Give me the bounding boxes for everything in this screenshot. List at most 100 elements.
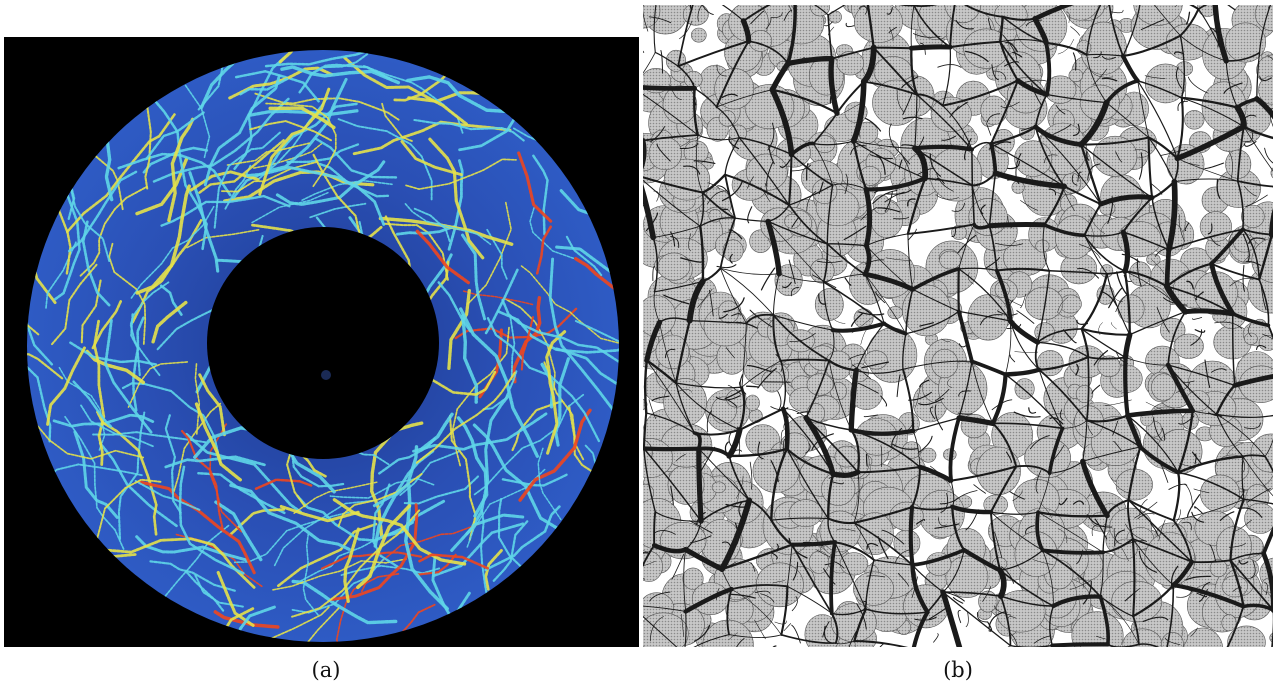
contact-force-line: [773, 543, 779, 553]
force-chain: [417, 553, 457, 576]
contact-force-line: [1049, 460, 1084, 474]
contact-force-line: [770, 517, 829, 521]
contact-force-line: [990, 79, 1019, 145]
contact-force-line: [643, 50, 645, 53]
contact-force-line: [790, 286, 800, 297]
contact-force-line: [834, 320, 846, 324]
contact-force-line: [869, 154, 893, 159]
force-chain: [80, 404, 154, 448]
contact-force-line: [1179, 463, 1198, 467]
contact-force-line: [912, 417, 960, 432]
grain: [872, 194, 891, 215]
grain: [711, 481, 726, 494]
contact-force-line: [958, 390, 971, 397]
contact-force-line: [1136, 258, 1142, 287]
contact-force-line: [1237, 507, 1263, 518]
contact-force-line: [780, 429, 784, 445]
contact-force-line: [853, 471, 860, 524]
contact-force-line: [853, 140, 916, 149]
contact-force-line: [738, 407, 785, 431]
grain: [819, 510, 861, 552]
contact-force-line: [1077, 171, 1082, 182]
contact-force-line: [1238, 559, 1249, 565]
contact-force-line: [1108, 287, 1123, 309]
contact-force-line: [750, 10, 765, 25]
contact-force-line: [707, 182, 720, 189]
contact-force-line: [719, 497, 753, 573]
contact-force-line: [917, 464, 954, 483]
contact-force-line: [1140, 19, 1165, 31]
contact-force-line: [1101, 55, 1116, 60]
contact-force-line: [1092, 68, 1108, 86]
contact-force-line: [1243, 141, 1257, 147]
contact-force-line: [1179, 8, 1200, 37]
grain: [690, 27, 707, 43]
contact-force-line: [1086, 53, 1124, 57]
contact-force-line: [700, 446, 716, 472]
contact-force-line: [1191, 451, 1202, 464]
contact-force-line: [1093, 350, 1109, 366]
force-chain: [251, 191, 329, 224]
contact-force-line: [1167, 228, 1244, 251]
contact-force-line: [929, 406, 936, 420]
contact-force-line: [1080, 143, 1102, 206]
contact-force-line: [1182, 160, 1200, 166]
contact-force-line: [1007, 616, 1017, 622]
contact-force-line: [828, 329, 835, 362]
contact-force-line: [1177, 471, 1245, 501]
contact-force-line: [1094, 518, 1108, 540]
contact-force-line: [1044, 154, 1058, 164]
contact-force-line: [767, 221, 824, 283]
contact-force-line: [1080, 143, 1153, 199]
contact-force-line: [1106, 643, 1140, 647]
contact-force-line: [1173, 499, 1245, 521]
contact-force-line: [1116, 271, 1130, 298]
contact-force-line: [830, 46, 875, 60]
contact-force-line: [1021, 79, 1048, 84]
contact-force-line: [676, 389, 693, 393]
contact-force-line: [645, 412, 696, 434]
contact-force-line: [1243, 126, 1273, 172]
contact-force-line: [769, 86, 795, 158]
grain: [788, 499, 823, 528]
contact-force-line: [770, 447, 788, 522]
contact-force-line: [1177, 455, 1245, 474]
force-chain: [267, 77, 348, 173]
contact-force-line: [940, 590, 965, 602]
contact-force-line: [816, 549, 833, 559]
force-chain: [234, 70, 320, 103]
contact-force-line: [1163, 283, 1189, 315]
contact-force-line: [652, 236, 659, 293]
contact-force-line: [995, 243, 1024, 246]
contact-force-line: [1186, 280, 1194, 290]
grain: [1182, 627, 1224, 647]
contact-force-line: [728, 455, 751, 502]
contact-force-line: [1037, 341, 1089, 358]
contact-force-line: [680, 257, 702, 263]
contact-force-line: [707, 190, 727, 205]
contact-force-line: [734, 522, 739, 547]
force-chain: [228, 508, 286, 537]
contact-force-line: [858, 120, 864, 138]
contact-force-line: [788, 184, 834, 206]
force-chain: [532, 154, 549, 236]
contact-force-line: [644, 440, 653, 458]
contact-force-line: [643, 446, 701, 452]
contact-force-line: [1147, 136, 1154, 199]
contact-force-line: [643, 411, 648, 450]
contact-force-line: [1151, 196, 1170, 251]
contact-force-line: [1125, 357, 1169, 366]
contact-force-line: [999, 549, 1044, 571]
contact-force-line: [1110, 477, 1131, 494]
contact-force-line: [1261, 525, 1273, 556]
contact-force-line: [976, 611, 988, 623]
contact-force-line: [1082, 580, 1092, 605]
contact-force-line: [1020, 200, 1038, 211]
contact-force-line: [741, 322, 747, 388]
force-chain: [343, 527, 361, 604]
contact-force-line: [1176, 588, 1193, 598]
contact-force-line: [788, 153, 793, 207]
contact-force-line: [1089, 69, 1114, 78]
contact-force-line: [1242, 228, 1260, 281]
contact-force-line: [1262, 333, 1273, 340]
